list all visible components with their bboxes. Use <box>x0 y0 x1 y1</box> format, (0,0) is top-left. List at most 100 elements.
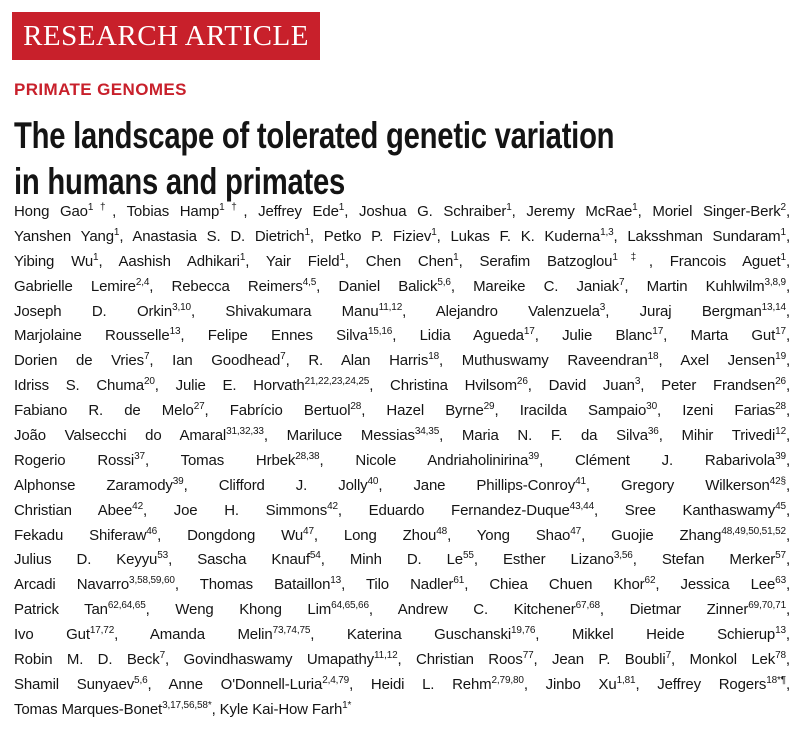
author-name: Laksshman Sundaram <box>627 227 781 245</box>
separator: , <box>458 252 463 270</box>
affiliation: 17 <box>652 326 664 338</box>
author: Christian Abee42, <box>14 501 148 519</box>
author-name: Heidi L. Rehm <box>370 675 492 693</box>
separator: , <box>533 651 538 669</box>
separator: , <box>310 626 315 644</box>
separator: , <box>785 252 790 270</box>
author-name: Shamil Sunyaev <box>14 675 135 693</box>
separator: , <box>144 451 149 469</box>
author-name: Clifford J. Jolly <box>218 476 368 494</box>
affiliation: 18 <box>647 351 659 363</box>
author: Maria N. F. da Silva36, <box>462 427 663 445</box>
author-name: Tobias Hamp <box>126 203 220 220</box>
author: Rebecca Reimers4,5, <box>172 276 321 295</box>
affiliation: 1 <box>431 226 437 238</box>
separator: , <box>632 551 637 569</box>
affiliation: 3 <box>634 376 641 388</box>
separator: , <box>785 501 790 519</box>
affiliation: 1 <box>304 226 311 238</box>
author-name: Jane Phillips-Conroy <box>413 476 576 494</box>
affiliation: 1† <box>87 202 113 213</box>
author: R. Alan Harris18, <box>308 351 443 370</box>
separator: , <box>785 675 790 693</box>
separator: , <box>361 402 366 420</box>
separator: , <box>785 626 790 644</box>
author-name: Arcadi Navarro <box>14 576 130 594</box>
author: Mariluce Messias34,35, <box>287 427 444 445</box>
author-name: Marta Gut <box>690 327 776 345</box>
affiliation: 54 <box>309 550 321 562</box>
affiliation: 17,72 <box>89 625 115 637</box>
affiliation: 1‡ <box>612 251 649 263</box>
author-line: Rogerio Rossi37, Tomas Hrbek28,38, Nicol… <box>14 449 790 474</box>
affiliation: 1† <box>219 202 244 213</box>
affiliation: 1* <box>342 699 352 711</box>
affiliation: 1 <box>338 202 345 213</box>
author: Eduardo Fernandez-Duque43,44, <box>369 501 599 519</box>
author-name: Esther Lizano <box>502 551 614 569</box>
affiliation: 41 <box>575 475 586 487</box>
separator: , <box>785 203 790 220</box>
separator: , <box>149 277 154 295</box>
separator: , <box>599 601 604 619</box>
separator: , <box>119 227 124 245</box>
separator: , <box>174 576 179 594</box>
affiliation: 3,58,59,60 <box>129 575 175 587</box>
author-line: Marjolaine Rousselle13, Felipe Ennes Sil… <box>14 324 790 349</box>
author: Tilo Nadler61, <box>366 576 468 594</box>
author: Lukas F. K. Kuderna1,3, <box>450 227 617 245</box>
author-line: João Valsecchi do Amaral31,32,33, Marilu… <box>14 424 790 449</box>
author: Fabiano R. de Melo27, <box>14 401 209 420</box>
affiliation: 30 <box>646 401 657 413</box>
affiliation: 21,22,23,24,25 <box>304 376 370 388</box>
affiliation: 48 <box>436 525 448 537</box>
author-name: Christian Roos <box>416 651 523 669</box>
affiliation: 57 <box>775 550 786 562</box>
author-name: Iracilda Sampaio <box>519 402 647 420</box>
author-name: Jeffrey Rogers <box>657 675 767 693</box>
author-name: Katerina Guschanski <box>346 626 512 644</box>
affiliation: 55 <box>463 550 474 562</box>
affiliation: 77 <box>522 650 534 662</box>
author-name: Chiea Chuen Khor <box>489 576 645 594</box>
affiliation: 27 <box>193 401 205 413</box>
author-name: Jessica Lee <box>680 576 776 594</box>
author-name: Weng Khong Lim <box>175 601 332 619</box>
title: The landscape of tolerated genetic varia… <box>14 113 800 205</box>
separator: , <box>143 501 148 519</box>
author-line: Fabiano R. de Melo27, Fabrício Bertuol28… <box>14 399 790 424</box>
author-name: João Valsecchi do Amaral <box>14 427 227 445</box>
author: Christian Roos77, <box>416 650 538 669</box>
affiliation: 4,5 <box>302 276 317 288</box>
author-name: Petko P. Fiziev <box>323 227 432 245</box>
author: Sree Kanthaswamy45, <box>625 501 790 519</box>
author: David Juan3, <box>549 376 645 395</box>
author: Tomas Marques-Bonet3,17,56,58*, <box>14 700 216 718</box>
affiliation: 7 <box>665 650 672 662</box>
author-name: Julie E. Horvath <box>175 377 305 395</box>
author-line: Fekadu Shiferaw46, Dongdong Wu47, Long Z… <box>14 524 790 549</box>
author: Martin Kuhlwilm3,8,9, <box>647 277 790 295</box>
author-line: Gabrielle Lemire2,4, Rebecca Reimers4,5,… <box>14 275 790 300</box>
author-name: Tomas Hrbek <box>180 451 296 469</box>
author: Tobias Hamp1†, <box>126 202 248 221</box>
author-name: Shivakumara Manu <box>225 302 379 320</box>
affiliation: 2 <box>780 202 787 213</box>
affiliation: 42 <box>327 500 338 512</box>
author: Govindhaswamy Umapathy11,12, <box>183 651 401 669</box>
separator: , <box>785 526 790 544</box>
author: Gabrielle Lemire2,4, <box>14 277 154 295</box>
author: Peter Frandsen26, <box>661 377 790 395</box>
author-name: Anne O'Donnell-Luria <box>168 675 323 693</box>
affiliation: 1 <box>780 251 787 263</box>
author: Hazel Byrne29, <box>386 402 498 420</box>
affiliation: 18 <box>428 351 440 363</box>
separator: , <box>785 227 790 245</box>
author: Robin M. D. Beck7, <box>14 651 169 669</box>
author: Jeffrey Rogers18*¶, <box>657 675 790 693</box>
author: Thomas Bataillon13, <box>200 576 346 594</box>
affiliation: 40 <box>367 475 379 487</box>
affiliation: 1 <box>453 251 459 263</box>
author: Petko P. Fiziev1, <box>323 226 441 245</box>
author-name: Felipe Ennes Silva <box>207 327 368 345</box>
